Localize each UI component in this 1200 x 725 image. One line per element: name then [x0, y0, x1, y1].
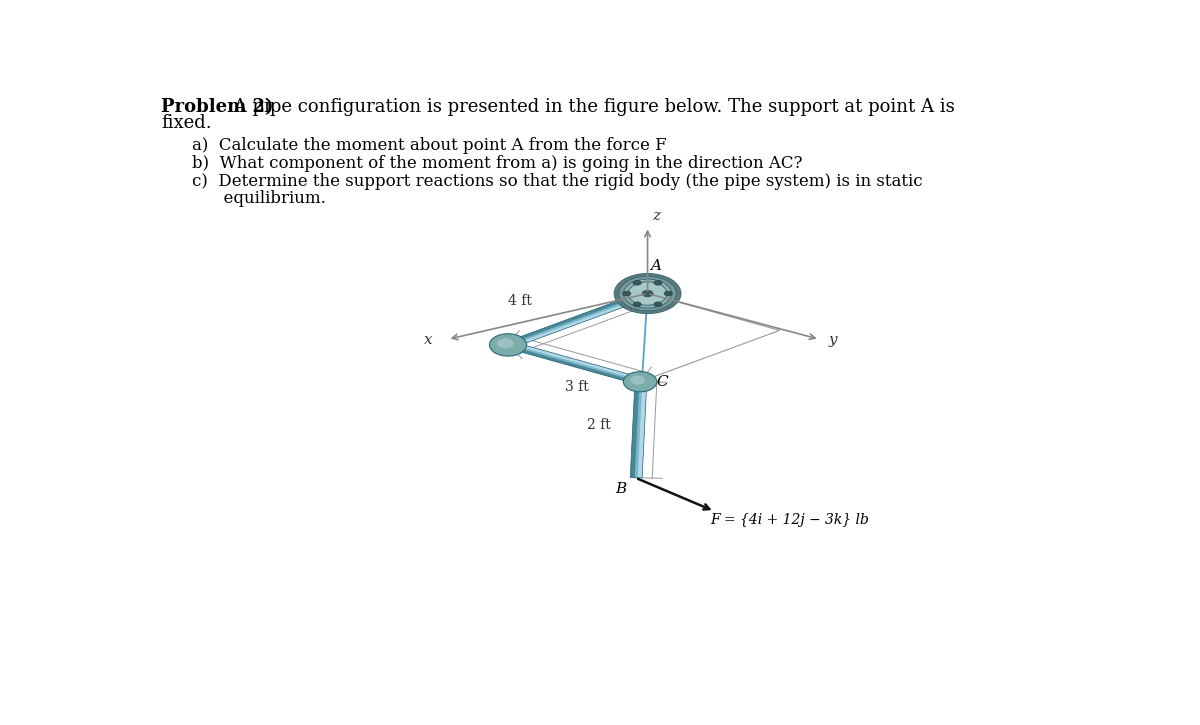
Text: equilibrium.: equilibrium.	[192, 190, 325, 207]
Circle shape	[497, 338, 514, 348]
Text: F = {4i + 12j − 3k} lb: F = {4i + 12j − 3k} lb	[710, 513, 869, 526]
Polygon shape	[505, 291, 647, 344]
Circle shape	[654, 281, 662, 285]
Text: B: B	[616, 482, 626, 497]
Text: 4 ft: 4 ft	[508, 294, 532, 308]
Circle shape	[614, 273, 682, 314]
Polygon shape	[630, 381, 640, 478]
Text: A pipe configuration is presented in the figure below. The support at point A is: A pipe configuration is presented in the…	[228, 98, 955, 116]
Polygon shape	[506, 341, 643, 384]
Circle shape	[664, 291, 672, 296]
Text: Problem 2): Problem 2)	[161, 98, 274, 116]
Text: A: A	[650, 259, 661, 273]
Text: fixed.: fixed.	[161, 114, 211, 132]
Circle shape	[642, 290, 653, 297]
Circle shape	[632, 302, 641, 307]
Text: y: y	[829, 333, 838, 347]
Text: a)  Calculate the moment about point A from the force F: a) Calculate the moment about point A fr…	[192, 137, 667, 154]
Polygon shape	[506, 345, 640, 384]
Polygon shape	[637, 382, 647, 478]
Circle shape	[630, 376, 646, 385]
Circle shape	[654, 302, 662, 307]
Text: c)  Determine the support reactions so that the rigid body (the pipe system) is : c) Determine the support reactions so th…	[192, 173, 923, 190]
Text: 2 ft: 2 ft	[587, 418, 611, 431]
Polygon shape	[630, 381, 647, 478]
Circle shape	[632, 281, 641, 285]
Polygon shape	[509, 294, 652, 348]
Circle shape	[623, 291, 631, 296]
Text: C: C	[656, 376, 668, 389]
Polygon shape	[505, 291, 652, 348]
Text: b)  What component of the moment from a) is going in the direction AC?: b) What component of the moment from a) …	[192, 155, 803, 172]
Polygon shape	[509, 341, 643, 381]
Circle shape	[490, 334, 527, 356]
Text: z: z	[653, 209, 660, 223]
Text: x: x	[425, 333, 433, 347]
Circle shape	[623, 372, 656, 392]
Circle shape	[624, 279, 672, 308]
Text: 3 ft: 3 ft	[565, 380, 588, 394]
Circle shape	[619, 276, 677, 311]
Circle shape	[628, 282, 667, 305]
